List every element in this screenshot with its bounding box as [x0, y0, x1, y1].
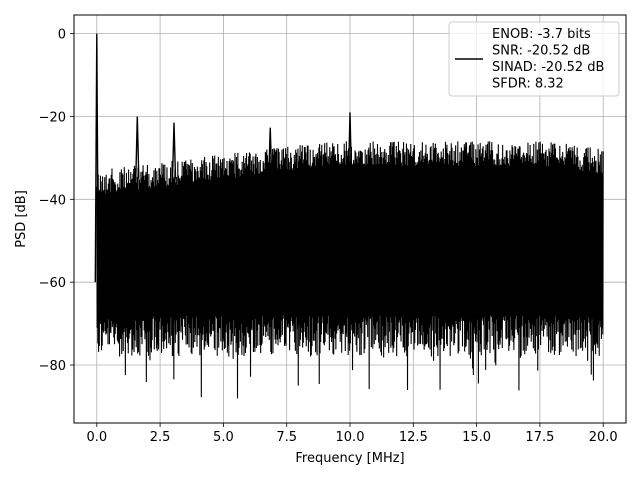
- y-tick-label: −40: [39, 193, 66, 208]
- y-axis-label: PSD [dB]: [14, 190, 29, 248]
- psd-peak-4: [268, 127, 273, 179]
- psd-series: [94, 33, 604, 399]
- psd-peak-2: [171, 122, 177, 179]
- psd-peak-3: [347, 112, 353, 179]
- x-tick-label: 20.0: [589, 430, 618, 445]
- psd-noise-trace: [96, 141, 604, 399]
- psd-peak-0: [94, 33, 99, 283]
- legend: ENOB: -3.7 bits SNR: -20.52 dB SINAD: -2…: [448, 21, 620, 97]
- x-axis-label: Frequency [MHz]: [295, 451, 404, 466]
- y-tick-label: −80: [39, 359, 66, 374]
- psd-peak-1: [135, 116, 140, 179]
- y-axis-ticks: 0 −20 −40 −60 −80: [39, 28, 74, 374]
- legend-box: [448, 21, 620, 97]
- x-tick-label: 15.0: [462, 430, 491, 445]
- x-tick-label: 0.0: [86, 430, 107, 445]
- x-tick-label: 5.0: [213, 430, 234, 445]
- y-tick-label: 0: [58, 28, 66, 43]
- legend-entry-sinad: SINAD: -20.52 dB: [492, 60, 604, 75]
- y-tick-label: −60: [39, 276, 66, 291]
- x-tick-label: 2.5: [150, 430, 171, 445]
- x-tick-label: 17.5: [525, 430, 554, 445]
- x-tick-label: 10.0: [336, 430, 365, 445]
- legend-entry-snr: SNR: -20.52 dB: [492, 44, 590, 59]
- x-tick-label: 7.5: [276, 430, 297, 445]
- x-tick-label: 12.5: [399, 430, 428, 445]
- legend-entry-sfdr: SFDR: 8.32: [492, 77, 564, 92]
- legend-entry-enob: ENOB: -3.7 bits: [492, 27, 591, 42]
- x-axis-ticks: 0.0 2.5 5.0 7.5 10.0 12.5 15.0 17.5 20.0: [86, 423, 618, 445]
- y-tick-label: −20: [39, 110, 66, 125]
